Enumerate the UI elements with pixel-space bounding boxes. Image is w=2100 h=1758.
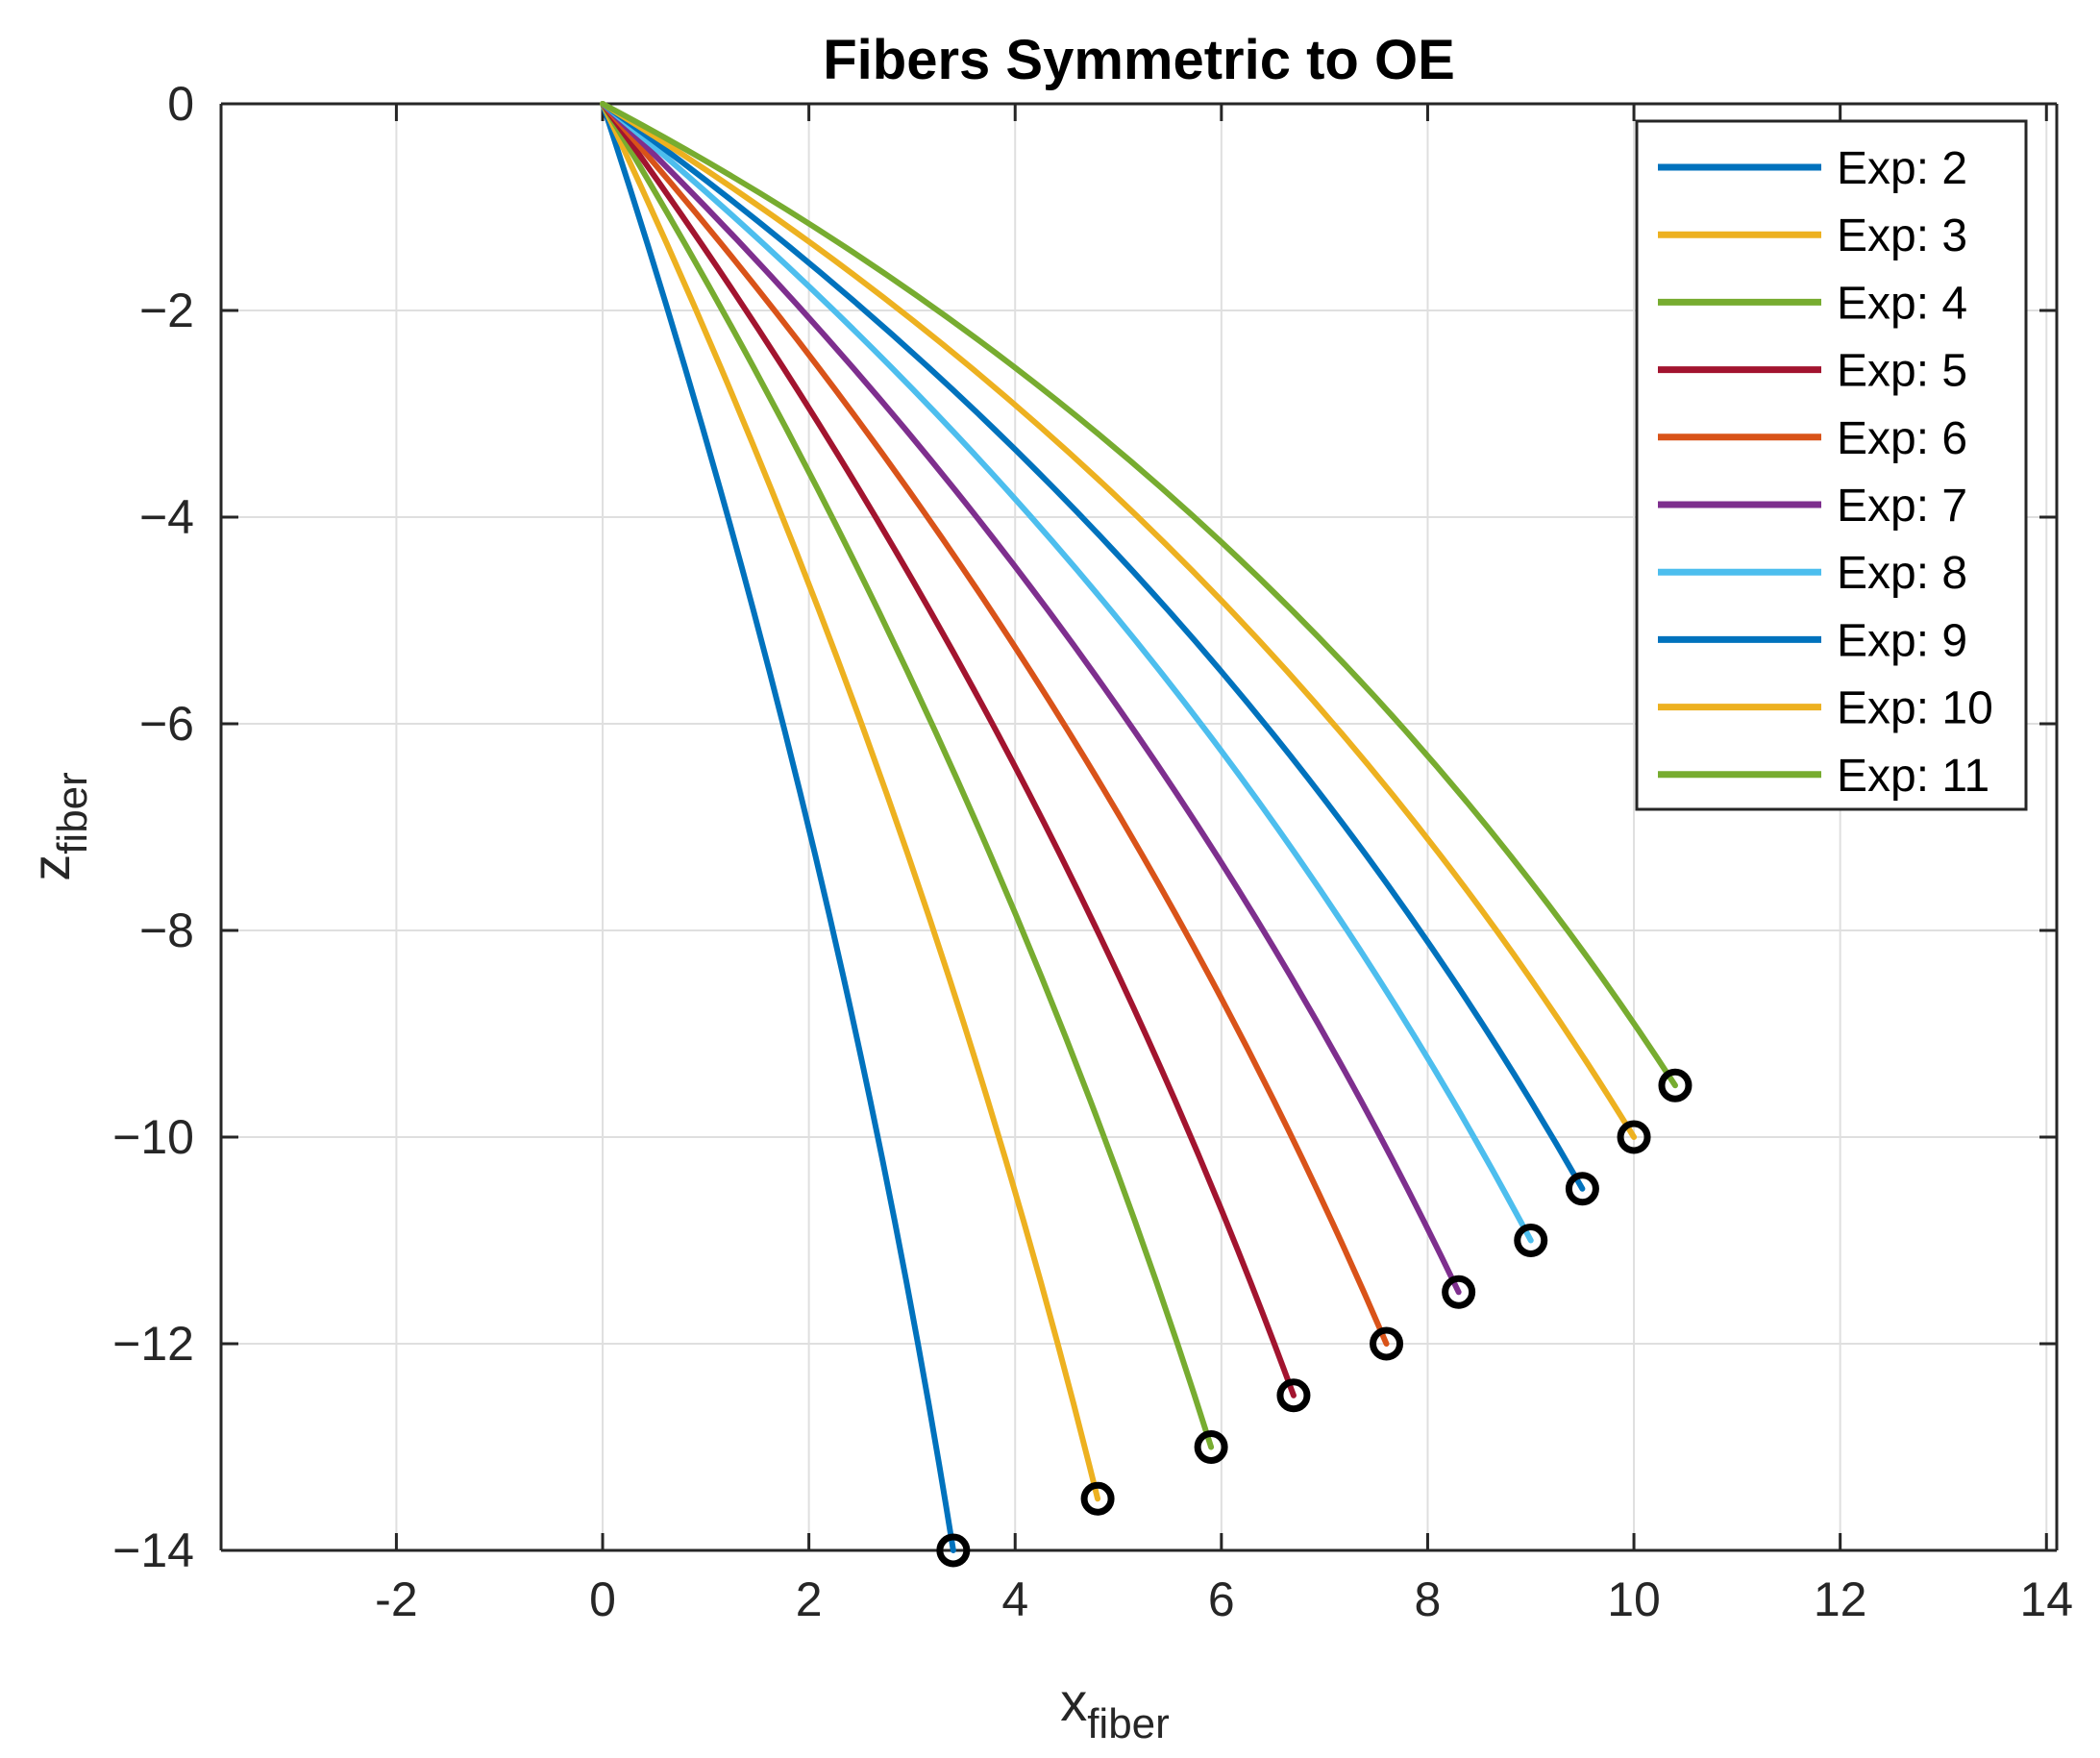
y-tick-label-0: 0 (167, 77, 194, 131)
series-line-5 (600, 101, 1390, 1347)
y-tick-label-5: −10 (112, 1110, 194, 1164)
x-tick-label-3: 4 (1001, 1572, 1028, 1626)
y-axis-ticks: 0 −2 −4 −6 −8 −10 −12 −14 (112, 77, 2057, 1577)
series-line-3 (600, 101, 1215, 1450)
end-marker-9 (1617, 1120, 1651, 1154)
y-tick-label-1: −2 (139, 284, 194, 337)
end-marker-10 (1658, 1068, 1692, 1102)
end-marker-5 (1370, 1326, 1404, 1361)
y-tick-label-6: −12 (112, 1317, 194, 1371)
x-tick-label-6: 10 (1607, 1572, 1661, 1626)
y-tick-label-4: −8 (139, 904, 194, 957)
end-marker-8 (1565, 1172, 1599, 1206)
end-marker-dot-2 (1095, 1496, 1100, 1501)
legend-label-1: Exp: 2 (1837, 143, 1967, 194)
legend-label-10: Exp: 11 (1837, 751, 1989, 802)
end-marker-1 (936, 1533, 971, 1568)
series-line-9 (600, 101, 1638, 1140)
y-axis-label-base: z (20, 854, 81, 881)
axes-box (219, 102, 2059, 1552)
x-tick-label-5: 8 (1415, 1572, 1442, 1626)
legend-label-9: Exp: 10 (1837, 683, 1993, 734)
y-axis-label-group: zfiber (20, 772, 96, 881)
series-line-10 (600, 101, 1678, 1089)
x-tick-label-4: 6 (1208, 1572, 1235, 1626)
legend-label-8: Exp: 9 (1837, 615, 1967, 666)
series-line-8 (600, 101, 1586, 1192)
end-marker-dot-5 (1384, 1341, 1390, 1347)
x-axis-label: xfiber (1060, 1671, 1170, 1747)
y-axis-label-subscript: fiber (49, 772, 96, 854)
series-lines (600, 101, 1678, 1553)
x-tick-label-1: 0 (589, 1572, 616, 1626)
y-axis-label: zfiber (20, 772, 96, 881)
end-marker-dot-10 (1672, 1082, 1678, 1088)
end-marker-dot-8 (1579, 1186, 1585, 1192)
x-tick-label-0: -2 (375, 1572, 417, 1626)
end-marker-dot-3 (1208, 1445, 1214, 1449)
end-marker-dot-1 (951, 1548, 956, 1553)
series-line-1 (600, 101, 956, 1553)
legend-label-2: Exp: 3 (1837, 210, 1967, 261)
legend-label-4: Exp: 5 (1837, 346, 1967, 397)
end-marker-dot-7 (1528, 1238, 1534, 1243)
x-tick-label-2: 2 (796, 1572, 823, 1626)
x-axis-ticks: -2 0 2 4 6 8 10 12 14 (375, 104, 2073, 1626)
end-marker-4 (1276, 1378, 1311, 1413)
legend-label-7: Exp: 8 (1837, 548, 1967, 599)
y-tick-label-3: −6 (139, 697, 194, 751)
end-marker-dot-9 (1631, 1134, 1637, 1140)
end-marker-7 (1514, 1224, 1548, 1257)
x-axis-label-subscript: fiber (1087, 1700, 1170, 1747)
end-markers (936, 1068, 1692, 1568)
y-tick-label-7: −14 (112, 1523, 194, 1577)
x-tick-label-7: 12 (1814, 1572, 1867, 1626)
end-marker-dot-4 (1291, 1393, 1297, 1399)
legend-label-6: Exp: 7 (1837, 481, 1967, 532)
y-tick-label-2: −4 (139, 490, 194, 544)
series-line-7 (600, 101, 1534, 1244)
chart-title: Fibers Symmetric to OE (823, 29, 1455, 91)
x-tick-label-8: 14 (2019, 1572, 2073, 1626)
end-marker-2 (1080, 1481, 1115, 1516)
end-marker-3 (1194, 1430, 1228, 1464)
series-line-4 (600, 101, 1297, 1399)
x-axis-label-base: x (1060, 1671, 1087, 1732)
series-line-6 (600, 101, 1462, 1296)
legend-label-3: Exp: 4 (1837, 278, 1967, 329)
legend: Exp: 2 Exp: 3 Exp: 4 Exp: 5 Exp: 6 Exp: 7 Exp:… (1635, 119, 2028, 811)
end-marker-dot-6 (1456, 1289, 1462, 1295)
series-line-2 (600, 101, 1101, 1502)
legend-label-5: Exp: 6 (1837, 413, 1967, 464)
end-marker-6 (1442, 1275, 1476, 1309)
